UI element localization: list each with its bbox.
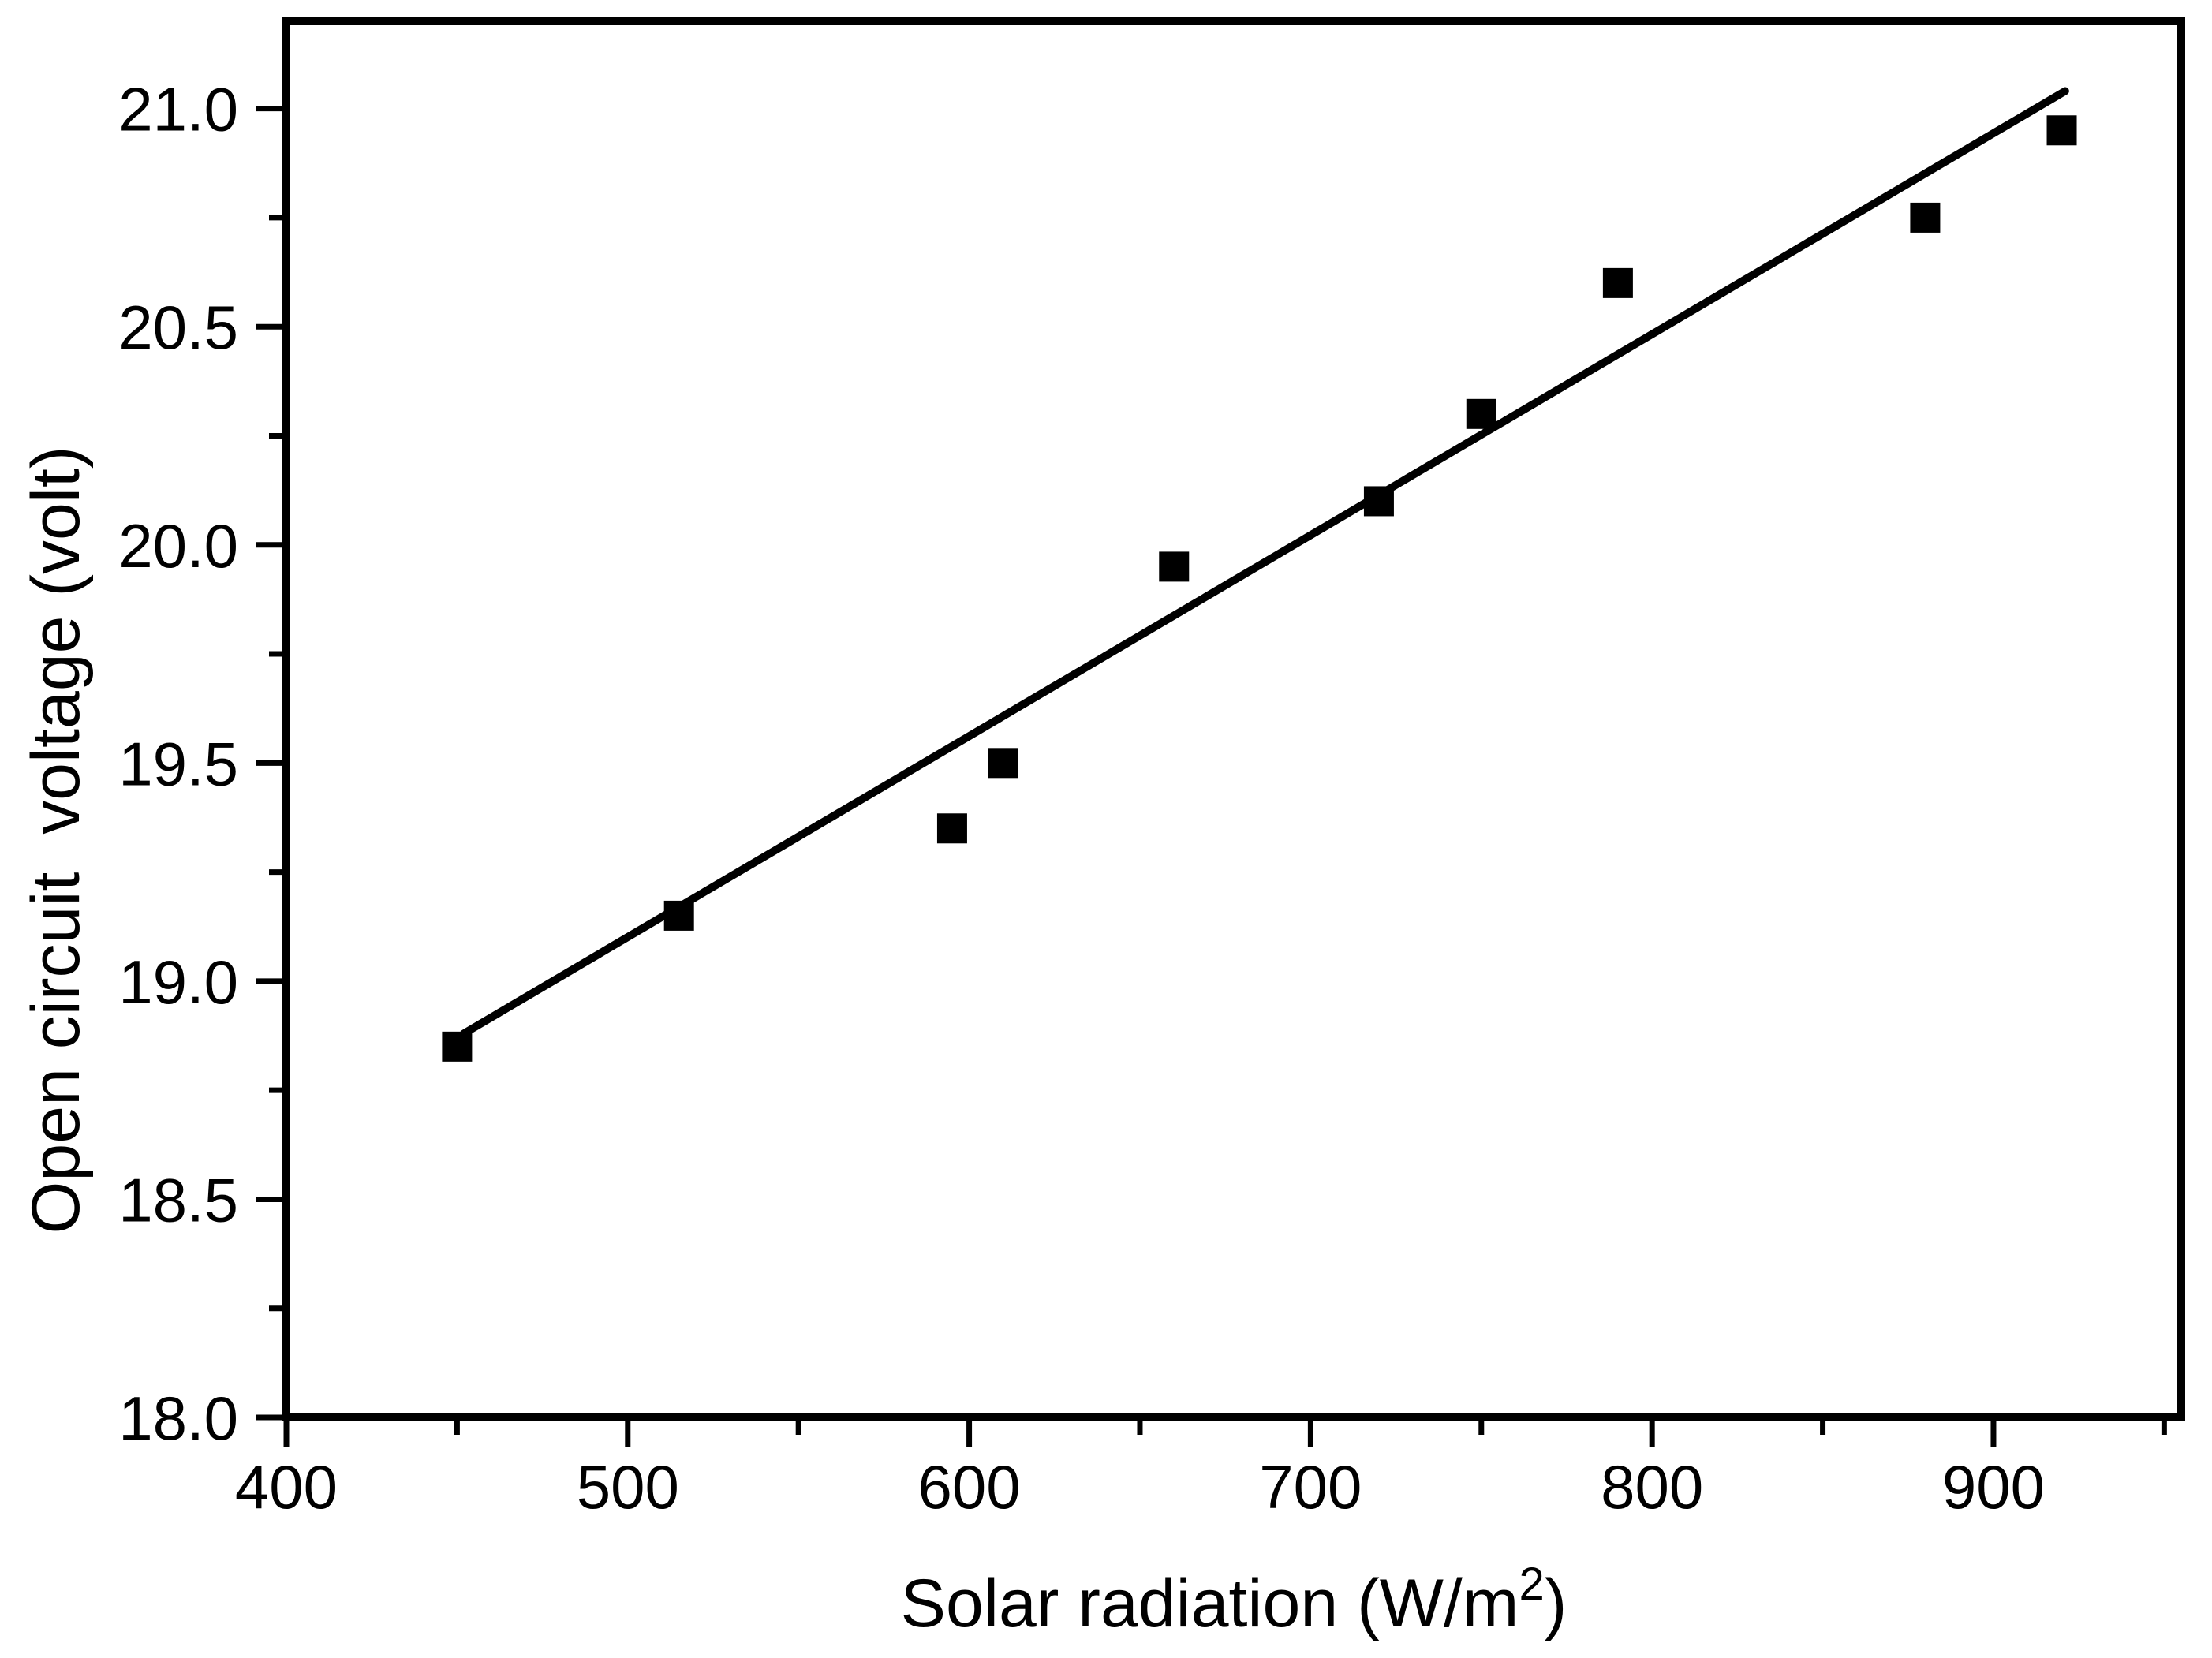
y-axis-title: Open circuit voltage (volt) [18, 446, 94, 1234]
plot-frame [282, 17, 2185, 1421]
y-tick-label: 21.0 [118, 75, 238, 144]
data-point-marker [936, 813, 967, 844]
data-point-marker [988, 748, 1018, 779]
data-point-marker [1910, 202, 1941, 233]
x-axis-title: Solar radiation (W/m2) [901, 1559, 1567, 1641]
data-point-marker [442, 1031, 473, 1062]
x-tick-label: 700 [1259, 1452, 1362, 1522]
y-tick-label: 20.5 [118, 293, 238, 362]
x-tick-label: 400 [235, 1452, 338, 1522]
x-tick-label: 900 [1942, 1452, 2045, 1522]
data-point-marker [1159, 551, 1190, 582]
x-axis-title-main: Solar radiation (W/m [901, 1566, 1519, 1641]
x-tick-label: 800 [1601, 1452, 1703, 1522]
x-tick-label: 500 [577, 1452, 679, 1522]
y-tick-label: 18.5 [118, 1165, 238, 1234]
y-tick-label: 20.0 [118, 511, 238, 581]
y-tick-label: 19.0 [118, 947, 238, 1017]
data-series [442, 87, 2077, 1062]
x-axis-title-close: ) [1545, 1566, 1567, 1641]
axis-tick-labels: 400 500 600 700 800 900 18.0 18.5 19.0 19.5 20.0 20… [118, 75, 2045, 1522]
plot-background [286, 21, 2181, 1417]
y-tick-label: 19.5 [118, 729, 238, 798]
data-point-marker [2046, 115, 2077, 146]
x-tick-label: 600 [918, 1452, 1021, 1522]
data-point-marker [1466, 398, 1496, 429]
x-axis-title-superscript: 2 [1519, 1559, 1544, 1610]
fit-line [460, 87, 2069, 1038]
data-point-marker [1602, 267, 1633, 298]
y-tick-label: 18.0 [118, 1384, 238, 1453]
